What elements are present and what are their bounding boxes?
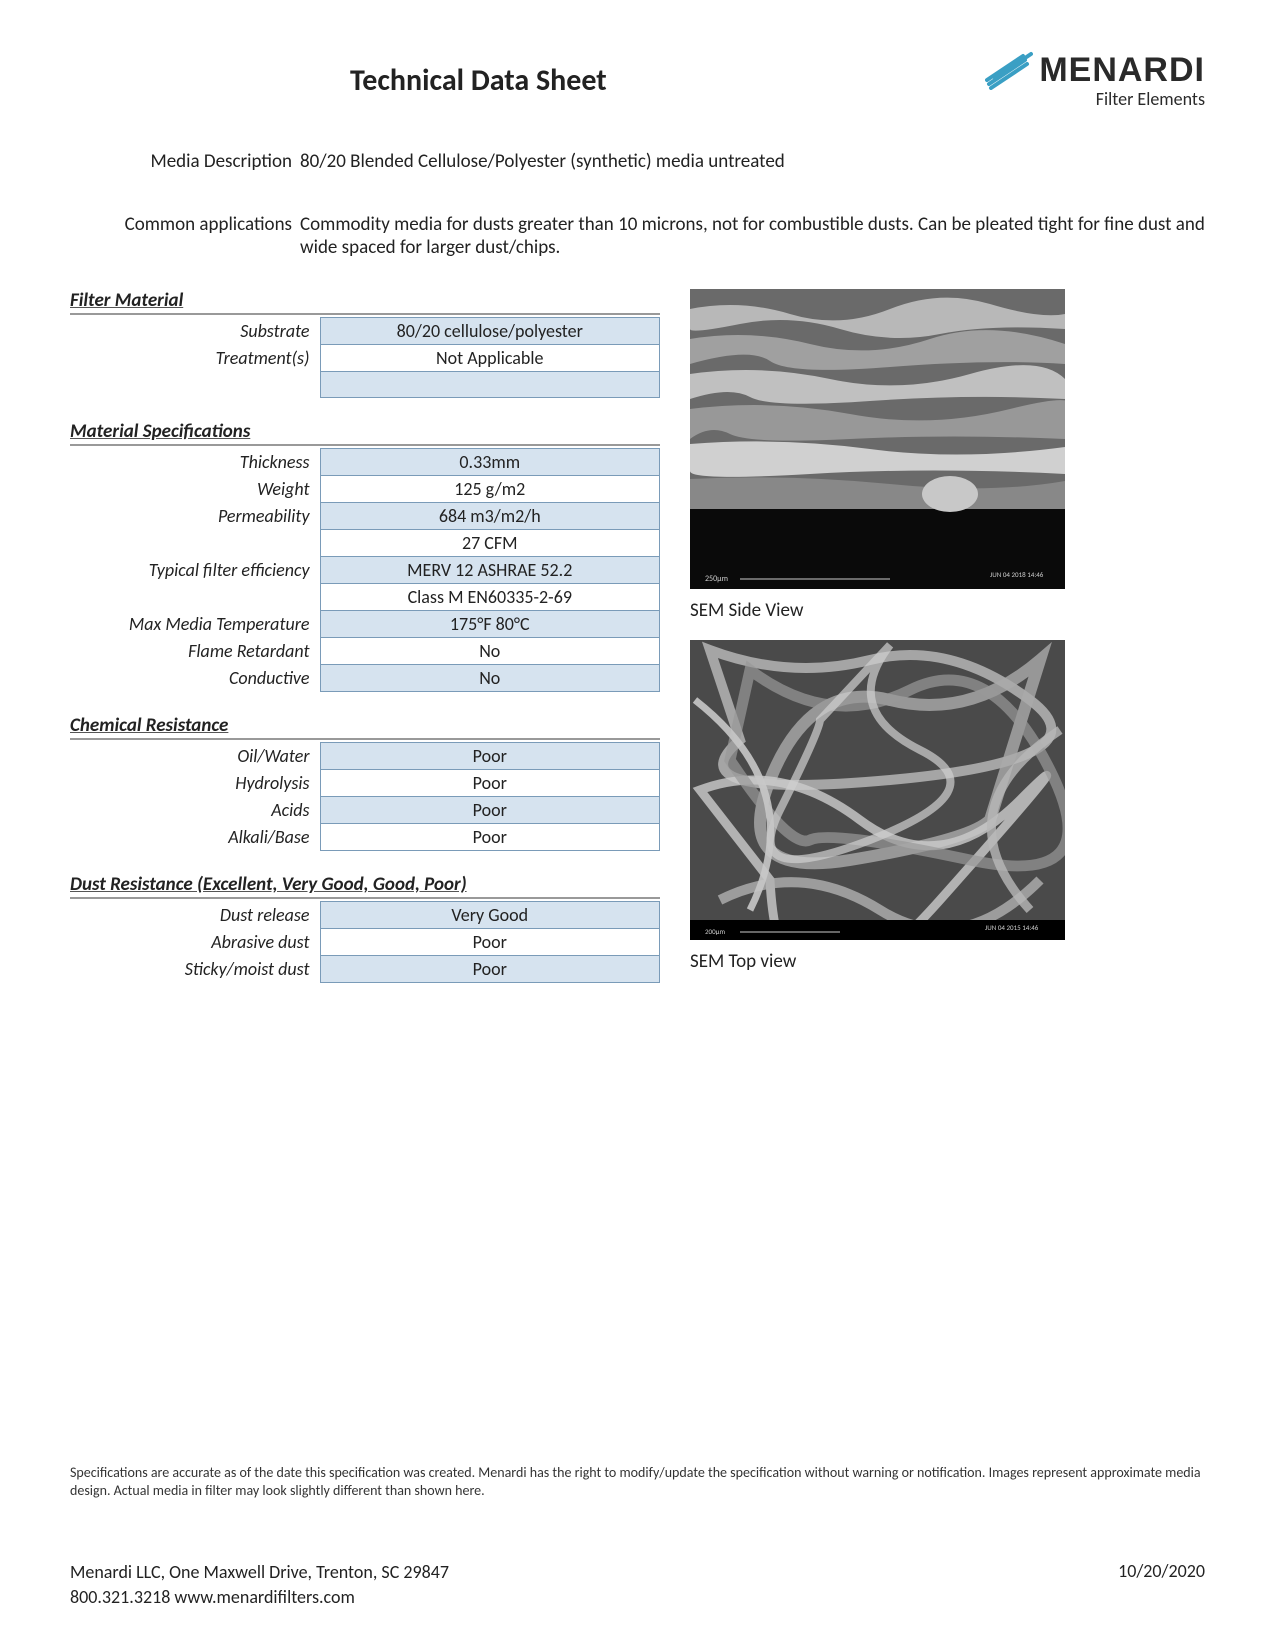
- applications-text: Commodity media for dusts greater than 1…: [300, 213, 1205, 259]
- spec-label: Conductive: [70, 665, 320, 692]
- spec-label: Acids: [70, 797, 320, 824]
- spec-value: 27 CFM: [320, 530, 660, 557]
- svg-text:JUN 04 2015 14:46: JUN 04 2015 14:46: [985, 923, 1039, 932]
- svg-text:200μm: 200μm: [705, 927, 725, 936]
- spec-value: 175°F 80°C: [320, 611, 660, 638]
- spec-label: Permeability: [70, 503, 320, 530]
- spec-value: Not Applicable: [320, 345, 660, 372]
- media-description-row: Media Description 80/20 Blended Cellulos…: [70, 150, 1205, 173]
- table-row: Max Media Temperature175°F 80°C: [70, 611, 660, 638]
- disclaimer-text: Specifications are accurate as of the da…: [70, 1464, 1205, 1500]
- table-row: ConductiveNo: [70, 665, 660, 692]
- table-row: 27 CFM: [70, 530, 660, 557]
- spec-value: Poor: [320, 824, 660, 851]
- sem-top-caption: SEM Top view: [690, 950, 1070, 973]
- logo-subtitle: Filter Elements: [1096, 88, 1205, 110]
- chemical-resistance-table: Oil/WaterPoorHydrolysisPoorAcidsPoorAlka…: [70, 742, 660, 851]
- spec-label: [70, 584, 320, 611]
- logo-text: MENARDI: [1039, 51, 1205, 90]
- table-row: Class M EN60335-2-69: [70, 584, 660, 611]
- spec-value: No: [320, 665, 660, 692]
- material-specs-table: Thickness0.33mmWeight125 g/m2Permeabilit…: [70, 448, 660, 692]
- dust-resistance-heading: Dust Resistance (Excellent, Very Good, G…: [70, 873, 660, 899]
- media-description-text: 80/20 Blended Cellulose/Polyester (synth…: [300, 150, 1205, 173]
- table-row: Typical filter efficiencyMERV 12 ASHRAE …: [70, 557, 660, 584]
- spec-label: Treatment(s): [70, 345, 320, 372]
- table-row: Flame RetardantNo: [70, 638, 660, 665]
- footer-address: Menardi LLC, One Maxwell Drive, Trenton,…: [70, 1560, 449, 1585]
- spec-label: Typical filter efficiency: [70, 557, 320, 584]
- table-row: AcidsPoor: [70, 797, 660, 824]
- spec-label: Thickness: [70, 449, 320, 476]
- spec-value: No: [320, 638, 660, 665]
- spec-label: Flame Retardant: [70, 638, 320, 665]
- chemical-resistance-heading: Chemical Resistance: [70, 714, 660, 740]
- table-row: Weight125 g/m2: [70, 476, 660, 503]
- table-row: Oil/WaterPoor: [70, 743, 660, 770]
- swoosh-icon: [985, 50, 1033, 90]
- table-row: Abrasive dustPoor: [70, 929, 660, 956]
- spec-value: Poor: [320, 956, 660, 983]
- filter-material-table: Substrate80/20 cellulose/polyesterTreatm…: [70, 317, 660, 398]
- images-column: 250μm JUN 04 2018 14:46 SEM Side View 20…: [690, 289, 1070, 1005]
- spec-label: Abrasive dust: [70, 929, 320, 956]
- spec-label: Oil/Water: [70, 743, 320, 770]
- spec-value: Very Good: [320, 902, 660, 929]
- footer-date: 10/20/2020: [1118, 1560, 1205, 1610]
- table-row: [70, 372, 660, 398]
- table-row: Treatment(s)Not Applicable: [70, 345, 660, 372]
- table-row: Alkali/BasePoor: [70, 824, 660, 851]
- spec-label: [70, 530, 320, 557]
- media-description-label: Media Description: [70, 150, 300, 173]
- spec-label: Weight: [70, 476, 320, 503]
- spec-value: [320, 372, 660, 398]
- page-title: Technical Data Sheet: [350, 62, 607, 99]
- sem-side-view-image: 250μm JUN 04 2018 14:46: [690, 289, 1065, 589]
- applications-row: Common applications Commodity media for …: [70, 213, 1205, 259]
- spec-label: Dust release: [70, 902, 320, 929]
- page-footer: Menardi LLC, One Maxwell Drive, Trenton,…: [70, 1560, 1205, 1610]
- footer-contact: 800.321.3218 www.menardifilters.com: [70, 1585, 449, 1610]
- spec-value: MERV 12 ASHRAE 52.2: [320, 557, 660, 584]
- page-header: Technical Data Sheet MENARDI Filter Elem…: [70, 50, 1205, 110]
- specifications-column: Filter Material Substrate80/20 cellulose…: [70, 289, 660, 1005]
- spec-value: 684 m3/m2/h: [320, 503, 660, 530]
- spec-value: Class M EN60335-2-69: [320, 584, 660, 611]
- spec-value: Poor: [320, 797, 660, 824]
- spec-value: 0.33mm: [320, 449, 660, 476]
- table-row: HydrolysisPoor: [70, 770, 660, 797]
- material-specs-heading: Material Specifications: [70, 420, 660, 446]
- svg-text:JUN 04 2018 14:46: JUN 04 2018 14:46: [990, 570, 1044, 579]
- table-row: Substrate80/20 cellulose/polyester: [70, 318, 660, 345]
- dust-resistance-table: Dust releaseVery GoodAbrasive dustPoorSt…: [70, 901, 660, 983]
- sem-side-caption: SEM Side View: [690, 599, 1070, 622]
- table-row: Thickness0.33mm: [70, 449, 660, 476]
- spec-label: [70, 372, 320, 398]
- table-row: Dust releaseVery Good: [70, 902, 660, 929]
- applications-label: Common applications: [70, 213, 300, 259]
- spec-label: Alkali/Base: [70, 824, 320, 851]
- spec-value: Poor: [320, 929, 660, 956]
- table-row: Permeability684 m3/m2/h: [70, 503, 660, 530]
- spec-value: 125 g/m2: [320, 476, 660, 503]
- spec-value: Poor: [320, 770, 660, 797]
- spec-label: Hydrolysis: [70, 770, 320, 797]
- table-row: Sticky/moist dustPoor: [70, 956, 660, 983]
- spec-value: Poor: [320, 743, 660, 770]
- spec-label: Substrate: [70, 318, 320, 345]
- sem-top-view-image: 200μm JUN 04 2015 14:46: [690, 640, 1065, 940]
- company-logo: MENARDI Filter Elements: [985, 50, 1205, 110]
- spec-value: 80/20 cellulose/polyester: [320, 318, 660, 345]
- spec-label: Sticky/moist dust: [70, 956, 320, 983]
- filter-material-heading: Filter Material: [70, 289, 660, 315]
- spec-label: Max Media Temperature: [70, 611, 320, 638]
- svg-text:250μm: 250μm: [705, 574, 728, 584]
